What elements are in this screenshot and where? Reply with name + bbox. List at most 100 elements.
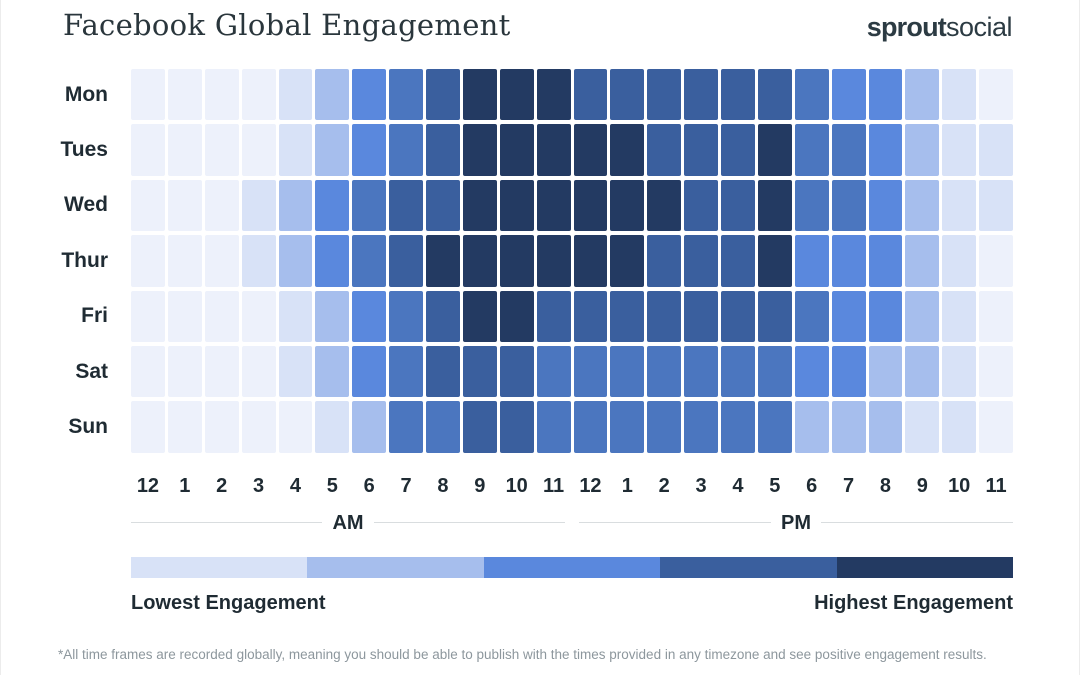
heatmap-cell [979, 69, 1013, 121]
heatmap-cell [499, 235, 534, 287]
heatmap-cell [315, 179, 350, 232]
hour-label: 2 [658, 474, 670, 497]
heatmap-cell [794, 345, 829, 398]
heatmap-cell [610, 69, 645, 121]
heatmap-cell [389, 124, 423, 176]
heatmap-cell [131, 124, 165, 176]
heatmap-cell [352, 290, 387, 342]
heatmap-cell [868, 345, 903, 398]
heatmap-cell [794, 235, 829, 287]
sprout-social-logo: sproutsocial [867, 12, 1013, 43]
heatmap-cell [831, 179, 866, 232]
heatmap-cell [684, 401, 718, 453]
heatmap-cell [278, 69, 313, 121]
heatmap-cell [462, 345, 497, 398]
ampm-axis: AM PM [131, 511, 1013, 535]
heatmap-cell [167, 235, 202, 287]
heatmap-cell [536, 124, 571, 176]
heatmap-cell [794, 290, 829, 342]
heatmap-cell [794, 124, 829, 176]
heatmap-cell [757, 69, 792, 121]
day-label: Fri [81, 304, 108, 328]
heatmap-cell [167, 345, 202, 398]
heatmap-cell [352, 235, 387, 287]
heatmap-cell [757, 124, 792, 176]
hour-label: 8 [437, 474, 449, 497]
hour-axis-spacer [1, 475, 128, 498]
heatmap-cell [942, 290, 977, 342]
heatmap-cell [573, 401, 608, 453]
pm-line-left [579, 522, 771, 524]
footnote: *All time frames are recorded globally, … [58, 647, 987, 662]
hour-label: 9 [916, 474, 928, 497]
heatmap-cell [610, 235, 645, 287]
heatmap-cell [389, 401, 423, 453]
heatmap-cell [462, 124, 497, 176]
pm-divider: PM [579, 511, 1013, 535]
heatmap-cell [536, 290, 571, 342]
legend-segment [836, 556, 1014, 578]
heatmap-cell [278, 124, 313, 176]
legend-segment [483, 556, 661, 578]
am-line-right [373, 522, 566, 524]
heatmap-cell [979, 124, 1013, 176]
heatmap-cell [499, 290, 534, 342]
heatmap-cell [610, 179, 645, 232]
heatmap-cell [757, 179, 792, 232]
heatmap-cell [610, 401, 645, 453]
heatmap-cell [499, 345, 534, 398]
heatmap-cell [868, 69, 903, 121]
legend-lowest-label: Lowest Engagement [131, 591, 326, 614]
hour-label: 4 [289, 474, 301, 497]
heatmap-cell [536, 235, 571, 287]
hour-label: 11 [542, 474, 565, 497]
day-label: Tues [60, 138, 108, 162]
heatmap-cell [278, 401, 313, 453]
day-label: Sun [68, 415, 108, 439]
heatmap-cell [204, 235, 239, 287]
heatmap-cell [905, 401, 940, 453]
heatmap-cell [573, 235, 608, 287]
heatmap-cell [499, 124, 534, 176]
heatmap-cell [462, 235, 497, 287]
heatmap-cell [167, 401, 202, 453]
heatmap-cell [499, 179, 534, 232]
legend-bar [131, 556, 1014, 578]
hour-label: 11 [985, 474, 1007, 497]
heatmap-cell [905, 290, 940, 342]
heatmap-cell [167, 290, 202, 342]
hour-label: 6 [363, 474, 375, 497]
heatmap-cell [315, 69, 350, 121]
heatmap-cell [757, 401, 792, 453]
heatmap-cell [315, 124, 350, 176]
heatmap-cell [684, 69, 718, 121]
heatmap-cell [647, 69, 682, 121]
hour-axis: 12 1 2 3 4 5 6 7 8 9 10 11 12 1 2 3 4 5 6 7 8 9 10 11 [1, 475, 1013, 498]
heatmap-cell [647, 290, 682, 342]
heatmap-cell [721, 401, 755, 453]
heatmap-cell [278, 290, 313, 342]
heatmap-cell [905, 179, 940, 232]
hour-label: 1 [621, 474, 633, 497]
heatmap-cell [794, 179, 829, 232]
heatmap-cell [757, 345, 792, 398]
heatmap-cell [278, 179, 313, 232]
page-title: Facebook Global Engagement [63, 8, 511, 42]
heatmap-cell [389, 235, 423, 287]
heatmap-cell [721, 69, 755, 121]
heatmap-cell [352, 179, 387, 232]
heatmap-cell [389, 179, 423, 232]
heatmap-grid: Mon Tues Wed Thur Fri Sat Sun [1, 69, 1013, 453]
hour-label: 8 [879, 474, 891, 497]
pm-label: PM [781, 511, 811, 534]
heatmap-cell [352, 345, 387, 398]
hour-label: 10 [505, 474, 528, 497]
heatmap-cell [868, 179, 903, 232]
heatmap-cell [610, 345, 645, 398]
heatmap-cell [684, 235, 718, 287]
am-line-left [131, 522, 323, 524]
heatmap-cell [315, 235, 350, 287]
legend-labels: Lowest Engagement Highest Engagement [131, 592, 1013, 615]
heatmap-cell [573, 179, 608, 232]
heatmap-cell [905, 345, 940, 398]
